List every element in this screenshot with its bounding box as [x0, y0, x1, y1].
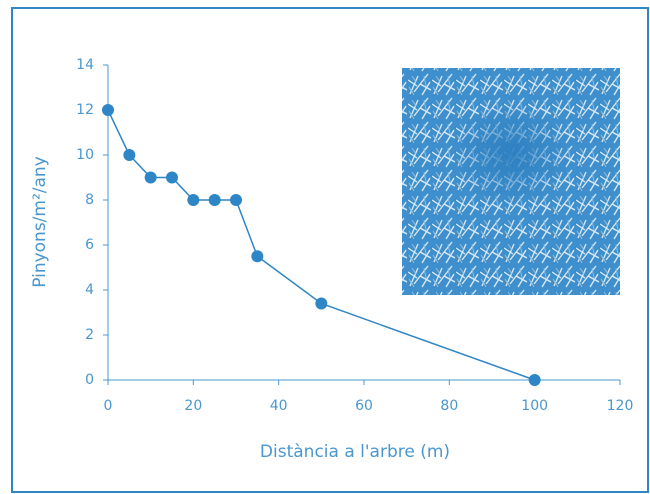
y-tick-label: 8 — [85, 192, 94, 208]
x-tick-label: 0 — [104, 398, 113, 414]
y-tick-label: 2 — [85, 327, 94, 343]
y-tick-label: 12 — [76, 102, 94, 118]
x-tick-label: 100 — [521, 398, 548, 414]
data-point — [251, 250, 263, 262]
x-tick-label: 40 — [270, 398, 288, 414]
data-point — [102, 104, 114, 116]
y-tick-label: 0 — [85, 372, 94, 388]
x-axis-label: Distància a l'arbre (m) — [260, 442, 450, 462]
chart: Distància a l'arbre (m) Pinyons/m²/any 0… — [0, 0, 650, 494]
x-tick-label: 80 — [440, 398, 458, 414]
data-point — [230, 194, 242, 206]
data-point — [187, 194, 199, 206]
photo — [402, 68, 620, 295]
data-point — [529, 374, 541, 386]
y-tick-label: 10 — [76, 147, 94, 163]
page: Distància a l'arbre (m) Pinyons/m²/any 0… — [0, 0, 650, 494]
data-point — [123, 149, 135, 161]
data-point — [315, 298, 327, 310]
y-tick-label: 6 — [85, 237, 94, 253]
y-tick-label: 14 — [76, 57, 94, 73]
data-point — [166, 172, 178, 184]
y-axis-label: Pinyons/m²/any — [30, 156, 50, 288]
x-tick-label: 20 — [184, 398, 202, 414]
data-point — [209, 194, 221, 206]
y-tick-label: 4 — [85, 282, 94, 298]
x-tick-label: 60 — [355, 398, 373, 414]
x-tick-label: 120 — [607, 398, 634, 414]
data-point — [145, 172, 157, 184]
